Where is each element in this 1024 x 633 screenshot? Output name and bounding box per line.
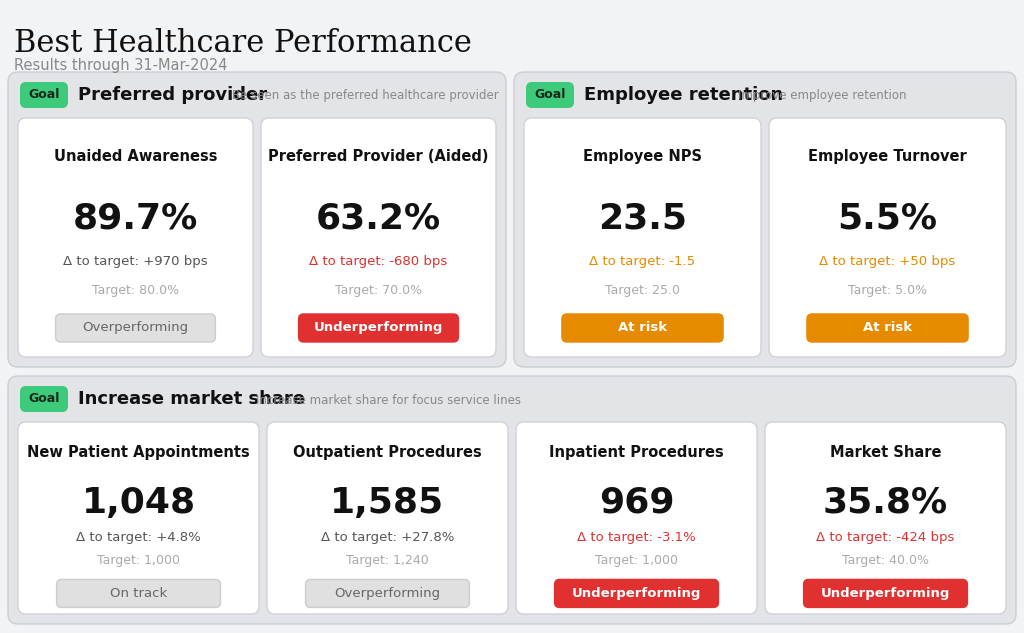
Text: Preferred Provider (Aided): Preferred Provider (Aided) [268,149,488,164]
Text: Preferred provider: Preferred provider [78,86,267,104]
Text: Unaided Awareness: Unaided Awareness [53,149,217,164]
Text: Δ to target: +4.8%: Δ to target: +4.8% [76,530,201,544]
Text: Δ to target: +50 bps: Δ to target: +50 bps [819,255,955,268]
Text: Target: 1,000: Target: 1,000 [595,554,678,567]
Text: Target: 1,000: Target: 1,000 [97,554,180,567]
Text: Improve employee retention: Improve employee retention [737,89,906,103]
FancyBboxPatch shape [305,579,469,608]
Text: Target: 80.0%: Target: 80.0% [92,284,179,297]
Text: 89.7%: 89.7% [73,201,198,235]
FancyBboxPatch shape [8,72,506,367]
Text: Results through 31-Mar-2024: Results through 31-Mar-2024 [14,58,227,73]
Text: Target: 70.0%: Target: 70.0% [335,284,422,297]
Text: Overperforming: Overperforming [335,587,440,600]
FancyBboxPatch shape [20,386,68,412]
Text: Increase market share for focus service lines: Increase market share for focus service … [256,394,521,406]
FancyBboxPatch shape [769,118,1006,357]
Text: Employee retention: Employee retention [584,86,783,104]
Text: Δ to target: +970 bps: Δ to target: +970 bps [63,255,208,268]
Text: Overperforming: Overperforming [83,322,188,334]
Text: New Patient Appointments: New Patient Appointments [27,445,250,460]
FancyBboxPatch shape [516,422,757,614]
Text: Outpatient Procedures: Outpatient Procedures [293,445,482,460]
Text: Goal: Goal [29,392,59,406]
Text: Employee NPS: Employee NPS [583,149,702,164]
Text: 1,585: 1,585 [331,486,444,520]
Text: Δ to target: -680 bps: Δ to target: -680 bps [309,255,447,268]
Text: On track: On track [110,587,167,600]
Text: Δ to target: -424 bps: Δ to target: -424 bps [816,530,954,544]
FancyBboxPatch shape [299,314,459,342]
FancyBboxPatch shape [555,579,719,608]
Text: At risk: At risk [863,322,912,334]
FancyBboxPatch shape [8,376,1016,624]
FancyBboxPatch shape [807,314,968,342]
Text: Target: 40.0%: Target: 40.0% [842,554,929,567]
Text: 969: 969 [599,486,675,520]
Text: Target: 1,240: Target: 1,240 [346,554,429,567]
FancyBboxPatch shape [261,118,496,357]
Text: Increase market share: Increase market share [78,390,305,408]
FancyBboxPatch shape [55,314,215,342]
Text: Goal: Goal [535,89,565,101]
Text: Employee Turnover: Employee Turnover [808,149,967,164]
Text: Be seen as the preferred healthcare provider: Be seen as the preferred healthcare prov… [231,89,499,103]
FancyBboxPatch shape [804,579,968,608]
FancyBboxPatch shape [267,422,508,614]
FancyBboxPatch shape [18,422,259,614]
Text: Best Healthcare Performance: Best Healthcare Performance [14,28,472,59]
Text: Δ to target: -3.1%: Δ to target: -3.1% [578,530,696,544]
Text: 35.8%: 35.8% [823,486,948,520]
Text: Market Share: Market Share [829,445,941,460]
FancyBboxPatch shape [524,118,761,357]
Text: At risk: At risk [617,322,667,334]
Text: Δ to target: +27.8%: Δ to target: +27.8% [321,530,455,544]
Text: Underperforming: Underperforming [313,322,443,334]
FancyBboxPatch shape [514,72,1016,367]
Text: Underperforming: Underperforming [821,587,950,600]
FancyBboxPatch shape [20,82,68,108]
FancyBboxPatch shape [562,314,723,342]
FancyBboxPatch shape [526,82,574,108]
FancyBboxPatch shape [18,118,253,357]
Text: Target: 5.0%: Target: 5.0% [848,284,927,297]
Text: 63.2%: 63.2% [316,201,441,235]
FancyBboxPatch shape [56,579,220,608]
Text: Target: 25.0: Target: 25.0 [605,284,680,297]
Text: Δ to target: -1.5: Δ to target: -1.5 [590,255,695,268]
FancyBboxPatch shape [765,422,1006,614]
Text: Goal: Goal [29,89,59,101]
Text: 5.5%: 5.5% [838,201,938,235]
Text: 1,048: 1,048 [82,486,196,520]
Text: Inpatient Procedures: Inpatient Procedures [549,445,724,460]
Text: Underperforming: Underperforming [571,587,701,600]
Text: 23.5: 23.5 [598,201,687,235]
